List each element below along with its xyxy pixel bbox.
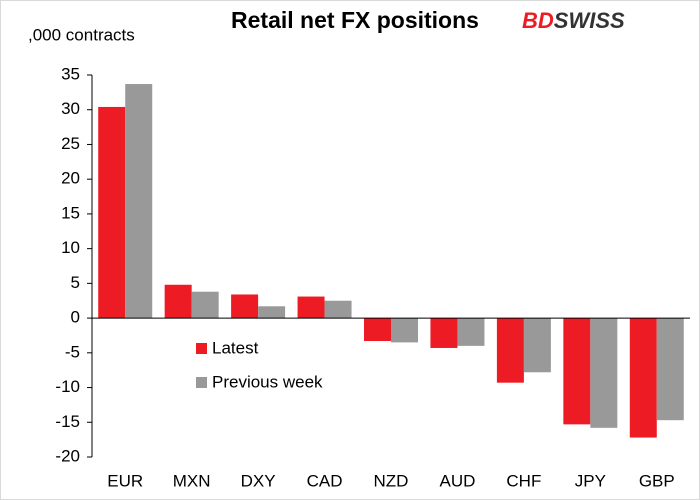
bar [164, 284, 192, 319]
bar [324, 300, 352, 319]
y-tick-label: 15 [61, 203, 80, 222]
bar [656, 318, 684, 421]
y-tick-label: 30 [61, 99, 80, 118]
x-tick-label: AUD [439, 471, 475, 490]
legend-label: Previous week [212, 372, 323, 391]
bar [457, 318, 485, 346]
bar [98, 106, 126, 319]
y-tick-label: 0 [71, 308, 80, 327]
y-tick-label: 20 [61, 169, 80, 188]
bar [364, 318, 391, 342]
legend-swatch [196, 343, 207, 354]
x-tick-label: MXN [173, 471, 211, 490]
x-tick-label: NZD [374, 471, 409, 490]
x-tick-label: JPY [575, 471, 606, 490]
logo-part: BD [522, 8, 554, 33]
y-tick-label: 25 [61, 134, 80, 153]
bar [258, 306, 286, 319]
bar [430, 318, 458, 348]
chart-title: Retail net FX positions [231, 7, 479, 33]
x-tick-label: GBP [639, 471, 675, 490]
x-tick-label: DXY [241, 471, 276, 490]
bar [496, 318, 524, 383]
legend-label: Latest [212, 338, 259, 357]
y-tick-label: 5 [71, 273, 80, 292]
bar [523, 318, 551, 373]
bar [125, 84, 153, 319]
bar [297, 296, 325, 319]
y-axis-label: ,000 contracts [28, 25, 135, 44]
bar [629, 318, 657, 438]
x-tick-label: CHF [506, 471, 541, 490]
y-tick-label: -10 [55, 377, 80, 396]
legend-swatch [196, 377, 207, 388]
y-tick-label: -15 [55, 412, 80, 431]
logo: BDSWISS [522, 8, 625, 33]
bar [590, 318, 618, 428]
logo-part: SWISS [554, 8, 625, 33]
bar [231, 294, 259, 319]
bar [563, 318, 591, 425]
y-tick-label: -5 [65, 342, 80, 361]
y-tick-label: 35 [61, 64, 80, 83]
bar [191, 291, 219, 319]
y-tick-label: -20 [55, 446, 80, 465]
x-tick-label: CAD [307, 471, 343, 490]
y-tick-label: 10 [61, 238, 80, 257]
bar [391, 318, 418, 343]
x-tick-label: EUR [107, 471, 143, 490]
